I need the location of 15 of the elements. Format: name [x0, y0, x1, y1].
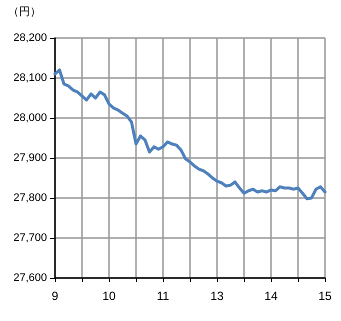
y-tick-label: 27,800 — [13, 192, 47, 204]
x-tick-label: 15 — [318, 289, 332, 303]
x-tick-label: 13 — [210, 289, 224, 303]
y-tick-label: 28,200 — [13, 32, 47, 44]
y-tick-label: 27,700 — [13, 232, 47, 244]
y-tick-label: 27,600 — [13, 272, 47, 284]
x-tick-label: 14 — [264, 289, 278, 303]
x-tick-label: 9 — [52, 289, 59, 303]
x-tick-label: 10 — [102, 289, 116, 303]
x-tick-label: 11 — [156, 289, 170, 303]
line-series — [54, 68, 326, 200]
y-tick-label: 27,900 — [13, 152, 47, 164]
y-tick-label: 28,000 — [13, 112, 47, 124]
y-tick-label: 28,100 — [13, 72, 47, 84]
y-axis-title: （円） — [8, 5, 41, 18]
